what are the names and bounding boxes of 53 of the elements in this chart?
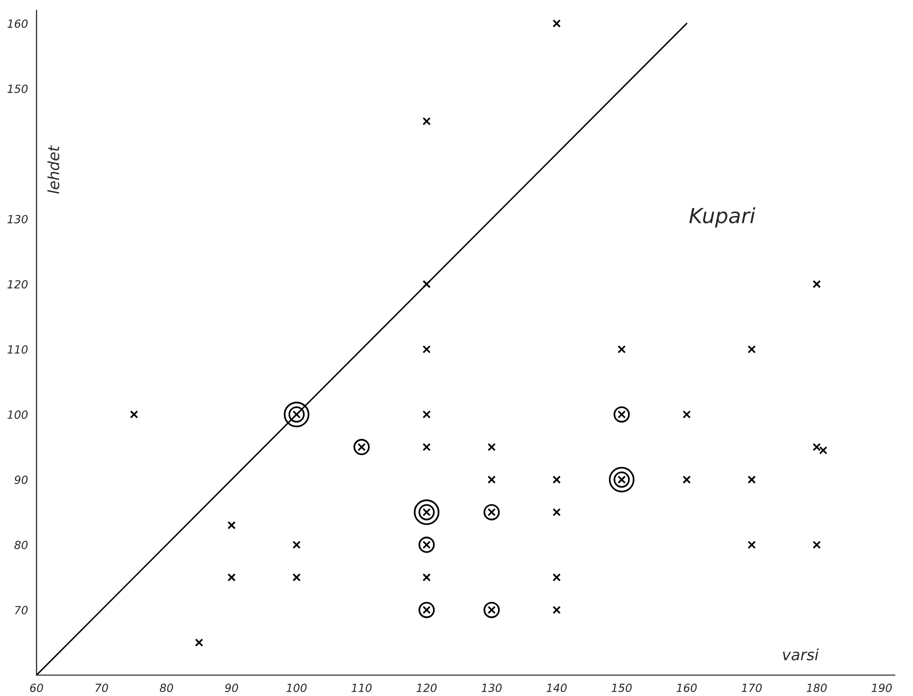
point bbox=[682, 476, 691, 484]
point bbox=[552, 606, 561, 614]
x-tick-label: 120 bbox=[416, 684, 437, 692]
point bbox=[552, 573, 561, 582]
point bbox=[422, 410, 431, 419]
point bbox=[682, 410, 691, 419]
x-tick-label: 80 bbox=[160, 684, 174, 692]
point bbox=[292, 540, 301, 549]
x-tick-label: 100 bbox=[286, 684, 307, 692]
point bbox=[130, 410, 138, 419]
annotation: Kupari bbox=[689, 207, 756, 228]
x-tick-label: 90 bbox=[224, 684, 238, 692]
y-tick-label: 160 bbox=[8, 19, 28, 28]
point bbox=[422, 442, 431, 452]
point bbox=[292, 573, 301, 582]
x-tick-label: 110 bbox=[352, 684, 372, 692]
y-tick-label: 120 bbox=[8, 280, 28, 289]
point bbox=[488, 476, 496, 484]
point bbox=[812, 540, 821, 549]
x-tick-label: 150 bbox=[612, 684, 632, 692]
y-tick-label: 70 bbox=[15, 606, 28, 614]
y-tick-label: 90 bbox=[14, 476, 28, 484]
point bbox=[552, 19, 561, 28]
y-tick-label: 130 bbox=[8, 214, 28, 224]
x-tick-label: 140 bbox=[546, 684, 567, 692]
point bbox=[618, 345, 626, 354]
point bbox=[422, 345, 431, 354]
x-tick-label: 60 bbox=[30, 684, 44, 692]
y-tick-label: 80 bbox=[14, 540, 28, 550]
point bbox=[422, 573, 431, 582]
point bbox=[552, 508, 561, 516]
y-tick-label: 110 bbox=[8, 345, 28, 354]
point bbox=[227, 573, 236, 582]
point bbox=[748, 476, 756, 484]
y-tick-label: 100 bbox=[8, 410, 28, 419]
x-tick-label: 180 bbox=[806, 684, 827, 692]
point bbox=[422, 117, 431, 126]
point bbox=[194, 638, 204, 647]
y-tick-label: 150 bbox=[8, 84, 28, 94]
x-tick-label: 190 bbox=[872, 684, 892, 692]
point bbox=[227, 521, 236, 530]
x-axis-title: varsi bbox=[782, 648, 819, 660]
point bbox=[488, 442, 496, 452]
y-axis-title: lehdet bbox=[47, 145, 60, 194]
point bbox=[748, 345, 756, 354]
point bbox=[748, 540, 756, 549]
x-tick-label: 160 bbox=[676, 684, 697, 692]
point bbox=[422, 280, 431, 288]
point bbox=[552, 476, 561, 484]
point bbox=[812, 280, 821, 288]
x-tick-label: 130 bbox=[482, 684, 502, 692]
x-tick-label: 170 bbox=[742, 684, 762, 692]
x-tick-label: 70 bbox=[96, 684, 108, 692]
